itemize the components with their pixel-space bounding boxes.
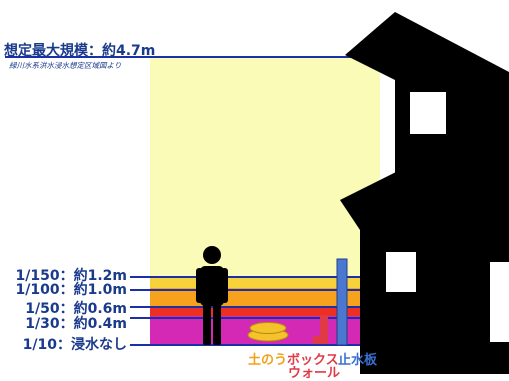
band-1-150 [150,278,380,288]
level-label-1-10: 1/10：浸水なし [22,337,127,353]
band-1-50 [150,306,380,316]
max-scale-label: 想定最大規模：約4.7m [4,43,156,59]
house-window-upper [410,92,446,134]
water-stop-board-icon [336,258,348,346]
max-scale-source: 緑川水系洪水浸水想定区域図より [9,61,122,70]
person-icon [196,246,228,345]
box-wall-label-2: ウォール [288,366,341,381]
level-label-1-30: 1/30：約0.4m [25,316,127,332]
water-stop-board-label: 止水板 [338,353,378,368]
box-wall-icon [313,315,328,344]
house-window-lower [386,252,416,292]
box-wall-label-1: ボックス [287,353,339,368]
level-label-1-50: 1/50：約0.6m [25,301,127,317]
level-label-1-100: 1/100：約1.0m [15,282,127,298]
sandbag-label: 土のう [248,353,288,368]
max-flood-zone [150,58,380,278]
house-window-right [490,262,509,342]
sandbag-icon [247,322,289,342]
level-label-1-150: 1/150：約1.2m [15,268,127,284]
